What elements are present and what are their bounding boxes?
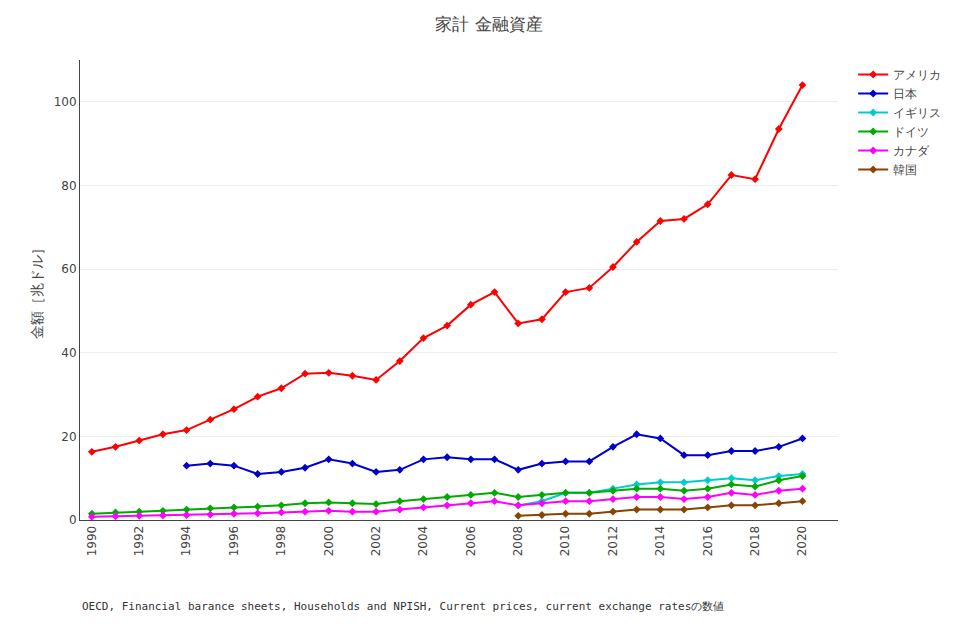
svg-text:2006: 2006 bbox=[464, 526, 478, 557]
svg-text:イギリス: イギリス bbox=[893, 106, 941, 120]
svg-text:家計 金融資産: 家計 金融資産 bbox=[435, 14, 542, 34]
svg-text:韓国: 韓国 bbox=[893, 163, 917, 177]
svg-text:2012: 2012 bbox=[606, 526, 620, 557]
svg-text:2010: 2010 bbox=[558, 526, 572, 557]
svg-text:1992: 1992 bbox=[132, 526, 146, 557]
svg-text:80: 80 bbox=[61, 179, 76, 193]
svg-text:カナダ: カナダ bbox=[893, 144, 930, 158]
svg-text:2014: 2014 bbox=[653, 526, 667, 557]
svg-text:日本: 日本 bbox=[893, 87, 917, 101]
svg-text:40: 40 bbox=[61, 346, 76, 360]
svg-text:2000: 2000 bbox=[322, 526, 336, 557]
svg-text:2020: 2020 bbox=[795, 526, 809, 557]
svg-text:1998: 1998 bbox=[274, 526, 288, 557]
svg-text:2008: 2008 bbox=[511, 526, 525, 557]
svg-text:2002: 2002 bbox=[369, 526, 383, 557]
svg-text:1990: 1990 bbox=[85, 526, 99, 557]
svg-text:0: 0 bbox=[69, 513, 77, 527]
svg-text:20: 20 bbox=[61, 430, 76, 444]
svg-text:2004: 2004 bbox=[416, 526, 430, 557]
svg-text:アメリカ: アメリカ bbox=[893, 68, 941, 82]
svg-text:ドイツ: ドイツ bbox=[893, 125, 929, 139]
svg-text:1994: 1994 bbox=[179, 526, 193, 557]
svg-text:60: 60 bbox=[61, 262, 76, 276]
svg-text:100: 100 bbox=[54, 95, 77, 109]
svg-text:2016: 2016 bbox=[701, 526, 715, 557]
svg-text:2018: 2018 bbox=[748, 526, 762, 557]
svg-text:OECD, Financial barance sheets: OECD, Financial barance sheets, Househol… bbox=[82, 600, 724, 613]
svg-text:金額［兆ドル］: 金額［兆ドル］ bbox=[29, 241, 45, 339]
svg-text:1996: 1996 bbox=[227, 526, 241, 557]
